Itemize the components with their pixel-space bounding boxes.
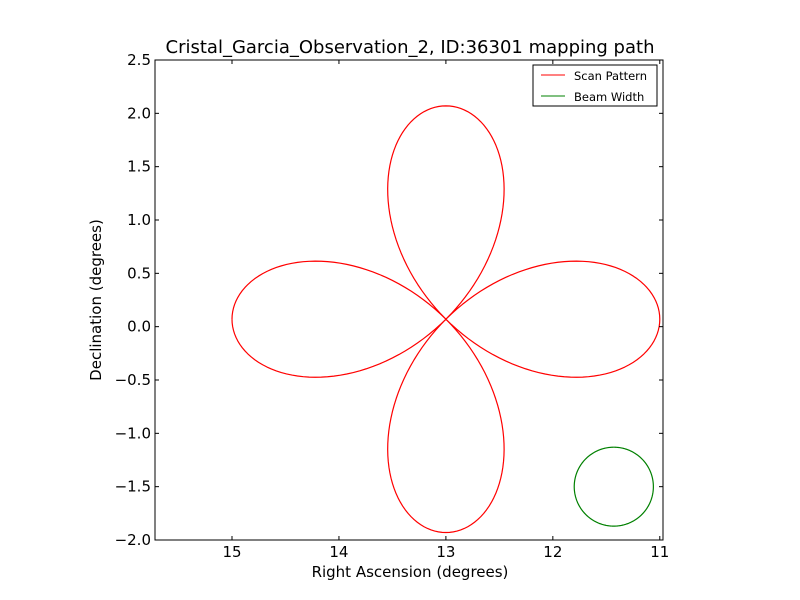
y-tick-label: 0.0	[127, 318, 151, 336]
x-tick-label: 14	[329, 543, 348, 561]
x-tick-label: 12	[543, 543, 562, 561]
y-axis-label: Declination (degrees)	[87, 219, 105, 381]
x-tick-label: 15	[222, 543, 241, 561]
y-axis: 2.5 2.0 1.5 1.0 0.5 0.0 −0.5 −1.0 −1.5 −2.0	[115, 51, 663, 549]
y-tick-label: 1.0	[127, 211, 151, 229]
chart-title: Cristal_Garcia_Observation_2, ID:36301 m…	[166, 37, 655, 58]
y-tick-label: 1.5	[127, 158, 151, 176]
series-beam-width	[573, 446, 654, 527]
y-tick-label: 0.5	[127, 264, 151, 282]
y-tick-label: −1.5	[115, 478, 151, 496]
y-tick-label: −0.5	[115, 371, 151, 389]
series-scan-pattern	[231, 105, 661, 534]
y-tick-label: 2.5	[127, 51, 151, 69]
legend-box	[532, 64, 658, 107]
series-layer	[231, 105, 661, 534]
plot-frame	[154, 59, 664, 541]
y-tick-label: −2.0	[115, 531, 151, 549]
legend-label-beam-width: Beam Width	[574, 90, 644, 104]
x-tick-label: 13	[436, 543, 455, 561]
x-tick-label: 11	[650, 543, 669, 561]
y-tick-label: 2.0	[127, 104, 151, 122]
legend-label-scan-pattern: Scan Pattern	[574, 69, 647, 83]
y-tick-label: −1.0	[115, 424, 151, 442]
x-axis: 15 14 13 12 11	[222, 60, 669, 561]
legend: Scan Pattern Beam Width	[532, 64, 658, 107]
x-axis-label: Right Ascension (degrees)	[312, 563, 509, 581]
